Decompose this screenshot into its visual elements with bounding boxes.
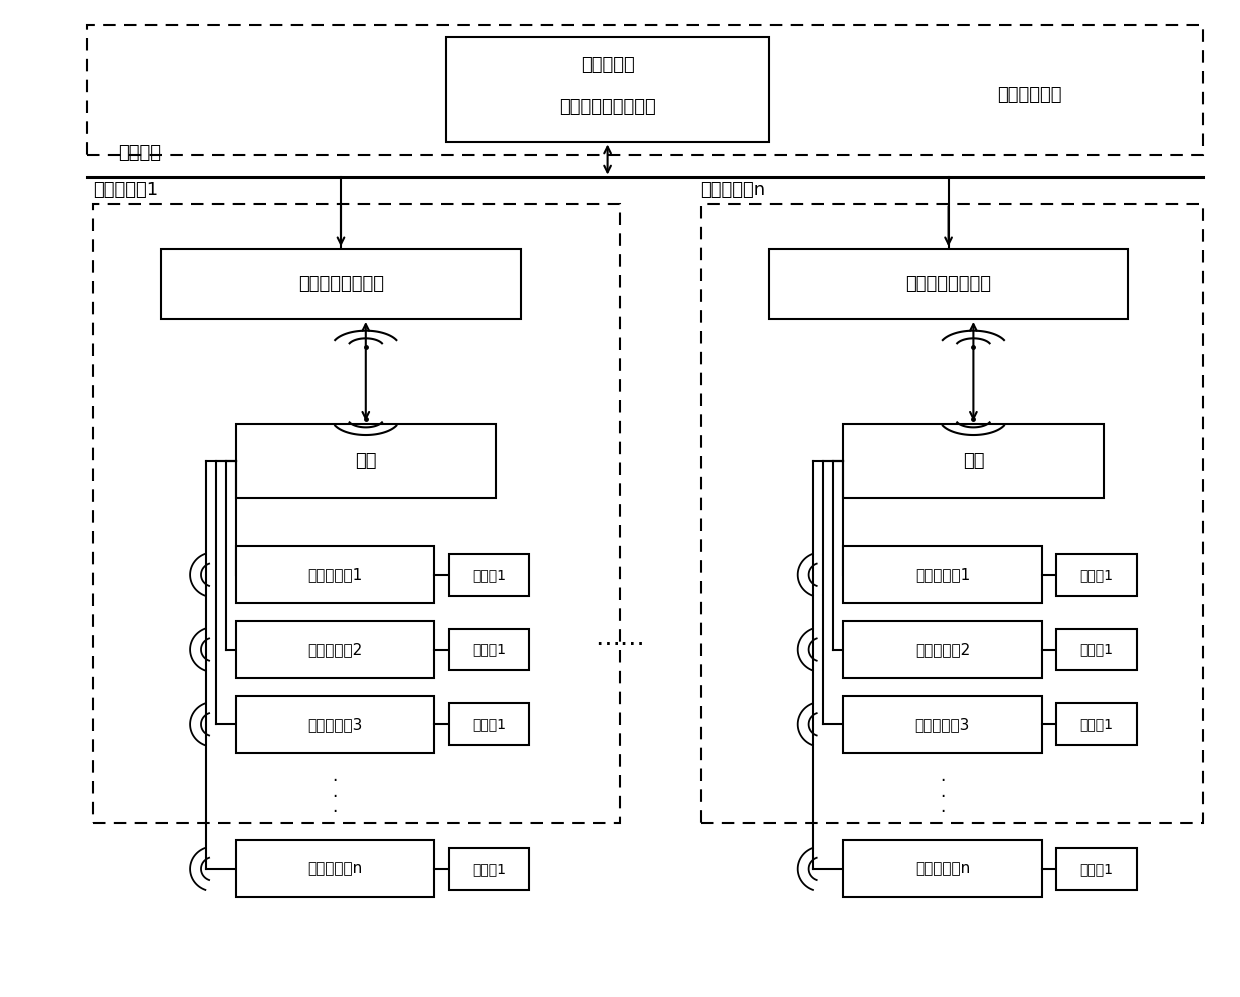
FancyBboxPatch shape [449,847,529,890]
Text: 逆变器机柜1: 逆变器机柜1 [93,181,159,199]
FancyBboxPatch shape [236,546,434,603]
Text: 测温传感器2: 测温传感器2 [915,642,970,657]
Text: 信号采集及控制器: 信号采集及控制器 [298,275,384,293]
Text: 天线: 天线 [962,452,985,471]
FancyBboxPatch shape [449,629,529,671]
Text: 天线: 天线 [355,452,377,471]
Text: 测温传感器3: 测温传感器3 [915,717,970,732]
FancyBboxPatch shape [236,621,434,678]
FancyBboxPatch shape [87,25,1203,155]
Text: 测温传感器1: 测温传感器1 [915,567,970,582]
Text: 测试点1: 测试点1 [472,861,506,876]
FancyBboxPatch shape [1056,629,1137,671]
FancyBboxPatch shape [1056,554,1137,596]
Text: 测试点1: 测试点1 [1080,567,1114,582]
Text: 信号采集及控制器: 信号采集及控制器 [905,275,992,293]
FancyBboxPatch shape [449,704,529,746]
FancyBboxPatch shape [236,424,496,498]
Text: 测温传感器3: 测温传感器3 [308,717,362,732]
Text: ……: …… [595,626,645,650]
FancyBboxPatch shape [1056,704,1137,746]
Text: 测试点1: 测试点1 [1080,861,1114,876]
Text: 测试点1: 测试点1 [1080,642,1114,657]
FancyBboxPatch shape [446,37,769,142]
FancyBboxPatch shape [236,696,434,753]
FancyBboxPatch shape [843,621,1042,678]
FancyBboxPatch shape [93,204,620,823]
FancyBboxPatch shape [843,840,1042,897]
Text: 测温传感器n: 测温传感器n [915,861,970,876]
Text: 通讯总线: 通讯总线 [118,144,161,162]
FancyBboxPatch shape [843,424,1104,498]
Text: 逆变器机柜n: 逆变器机柜n [701,181,766,199]
Text: 可拓展的功能: 可拓展的功能 [997,86,1061,104]
FancyBboxPatch shape [769,249,1128,319]
Text: 或光伏电站主控系统: 或光伏电站主控系统 [559,98,656,116]
FancyBboxPatch shape [161,249,521,319]
FancyBboxPatch shape [236,840,434,897]
FancyBboxPatch shape [1056,847,1137,890]
Text: 测试点1: 测试点1 [472,642,506,657]
FancyBboxPatch shape [843,546,1042,603]
Text: ·
·
·: · · · [332,773,337,821]
Text: 远程服务器: 远程服务器 [580,56,635,74]
Text: 测温传感器1: 测温传感器1 [308,567,362,582]
FancyBboxPatch shape [701,204,1203,823]
FancyBboxPatch shape [449,554,529,596]
Text: 测温传感器2: 测温传感器2 [308,642,362,657]
FancyBboxPatch shape [843,696,1042,753]
Text: 测试点1: 测试点1 [472,567,506,582]
Text: 测试点1: 测试点1 [1080,717,1114,732]
Text: ·
·
·: · · · [940,773,945,821]
Text: 测试点1: 测试点1 [472,717,506,732]
Text: 测温传感器n: 测温传感器n [308,861,362,876]
